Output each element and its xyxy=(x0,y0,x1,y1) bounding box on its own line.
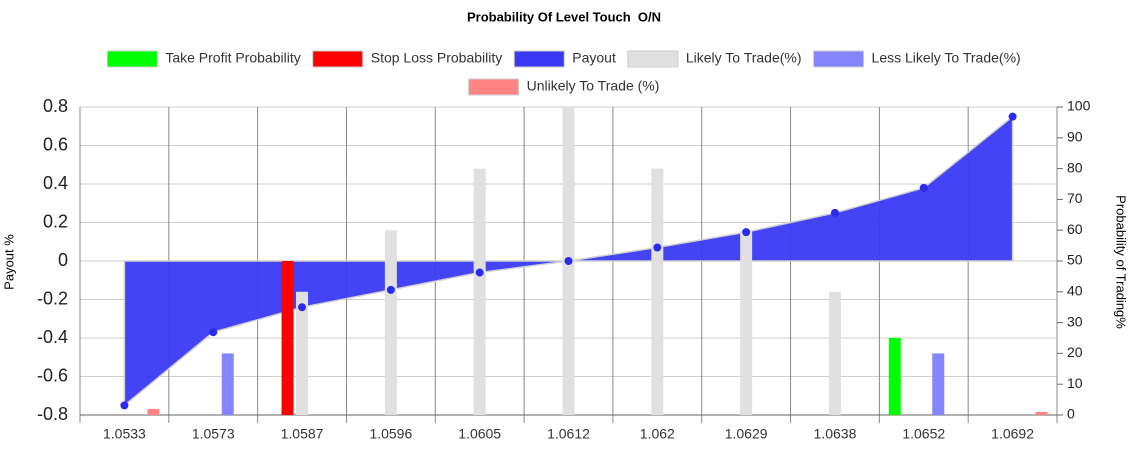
payout-point xyxy=(120,401,129,410)
x-tick-label: 1.0692 xyxy=(991,426,1034,442)
bar xyxy=(221,353,234,415)
payout-point xyxy=(830,208,839,217)
legend-swatch xyxy=(813,50,865,68)
y2-tick-label: 40 xyxy=(1067,283,1083,299)
y2-tick-label: 30 xyxy=(1067,313,1083,329)
legend-item: Take Profit Probability xyxy=(106,50,301,68)
payout-point xyxy=(742,228,751,237)
y-tick-label: -0.6 xyxy=(37,365,68,385)
legend-swatch xyxy=(513,50,565,68)
chart-title: Probability Of Level Touch O/N xyxy=(467,9,661,24)
legend-label: Likely To Trade(%) xyxy=(686,50,802,66)
y-tick-label: -0.8 xyxy=(37,404,68,424)
payout-point xyxy=(298,303,307,312)
x-tick-label: 1.0596 xyxy=(369,426,412,442)
legend-swatch xyxy=(468,78,520,96)
y2-tick-label: 10 xyxy=(1067,375,1083,391)
payout-point xyxy=(564,257,573,265)
legend-item: Less Likely To Trade(%) xyxy=(813,50,1021,68)
bar xyxy=(828,291,841,415)
legend-swatch xyxy=(312,50,364,68)
y2-axis-title: Probability of Trading% xyxy=(1114,195,1128,329)
x-tick-label: 1.062 xyxy=(640,426,675,442)
bar xyxy=(932,353,945,415)
legend-label: Unlikely To Trade (%) xyxy=(527,78,660,94)
legend-label: Less Likely To Trade(%) xyxy=(872,50,1021,66)
x-tick-label: 1.0629 xyxy=(725,426,768,442)
x-tick-label: 1.0587 xyxy=(281,426,324,442)
y2-tick-label: 100 xyxy=(1067,98,1091,114)
bar xyxy=(296,291,309,415)
y-tick-label: 0.6 xyxy=(43,134,68,154)
bar xyxy=(651,168,664,415)
x-tick-label: 1.0573 xyxy=(192,426,235,442)
bar xyxy=(473,168,486,415)
y-tick-label: 0.8 xyxy=(43,96,68,116)
legend-swatch xyxy=(106,50,158,68)
payout-point xyxy=(386,285,395,294)
y2-tick-label: 60 xyxy=(1067,221,1083,237)
y-tick-label: 0.2 xyxy=(43,211,68,231)
y2-tick-label: 50 xyxy=(1067,252,1083,268)
y2-tick-label: 20 xyxy=(1067,344,1083,360)
x-tick-label: 1.0612 xyxy=(547,426,590,442)
y-tick-label: -0.2 xyxy=(37,288,68,308)
y2-tick-label: 90 xyxy=(1067,129,1083,145)
legend-label: Take Profit Probability xyxy=(165,50,300,66)
y2-tick-label: 70 xyxy=(1067,190,1083,206)
x-tick-label: 1.0652 xyxy=(902,426,945,442)
legend-item: Likely To Trade(%) xyxy=(627,50,802,68)
bar xyxy=(888,338,901,415)
bar xyxy=(384,230,397,415)
payout-point xyxy=(919,183,928,192)
bar xyxy=(740,230,753,415)
legend-label: Payout xyxy=(572,50,616,66)
bar xyxy=(1035,411,1048,415)
x-tick-label: 1.0605 xyxy=(458,426,501,442)
y-axis-title: Payout % xyxy=(1,234,16,290)
x-tick-label: 1.0533 xyxy=(103,426,146,442)
legend-item: Stop Loss Probability xyxy=(312,50,503,68)
y-tick-label: 0.4 xyxy=(43,173,68,193)
x-tick-label: 1.0638 xyxy=(814,426,857,442)
bar xyxy=(281,261,294,415)
y2-tick-label: 0 xyxy=(1067,406,1075,422)
y-tick-label: 0 xyxy=(58,250,68,270)
legend-item: Unlikely To Trade (%) xyxy=(468,78,660,96)
payout-point xyxy=(209,328,218,337)
legend-item: Payout xyxy=(513,50,616,68)
payout-point xyxy=(475,268,484,277)
legend-swatch xyxy=(627,50,679,68)
legend-label: Stop Loss Probability xyxy=(371,50,503,66)
payout-point xyxy=(1008,112,1017,121)
y2-tick-label: 80 xyxy=(1067,159,1083,175)
y-tick-label: -0.4 xyxy=(37,327,68,347)
payout-point xyxy=(653,243,662,252)
bar xyxy=(147,408,160,415)
